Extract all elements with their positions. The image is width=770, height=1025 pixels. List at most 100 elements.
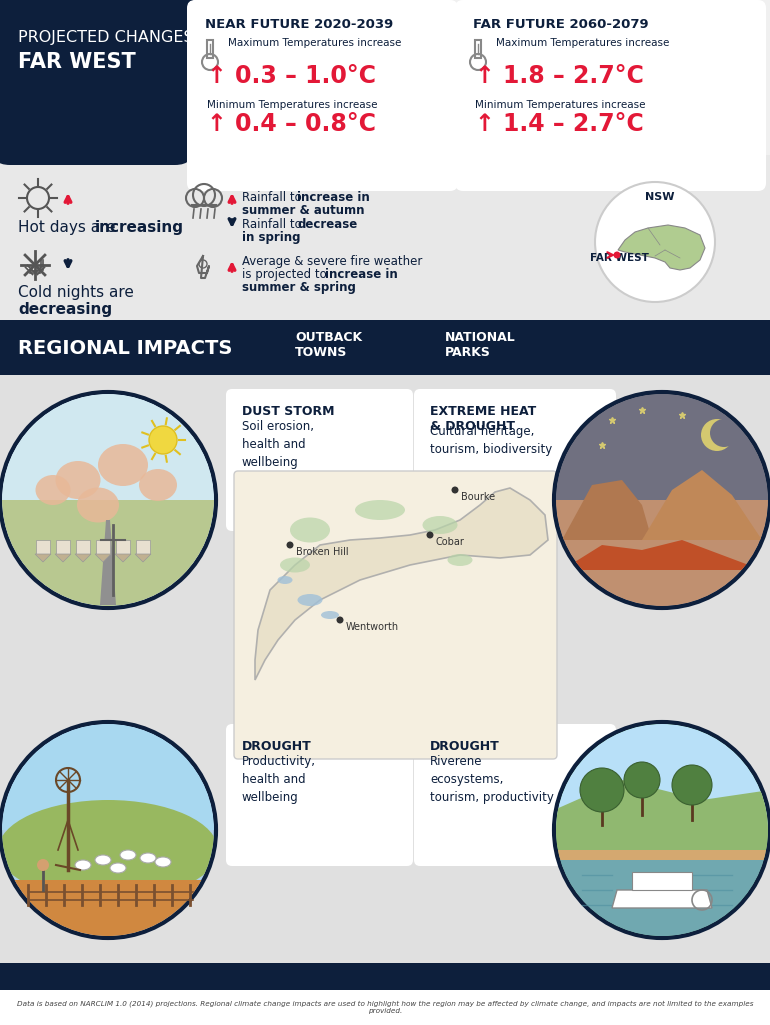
Bar bbox=[116, 540, 130, 554]
Circle shape bbox=[451, 487, 458, 493]
Ellipse shape bbox=[35, 475, 71, 505]
Bar bbox=[185, 0, 770, 320]
Text: Bourke: Bourke bbox=[461, 492, 495, 502]
Bar bbox=[136, 540, 150, 554]
Circle shape bbox=[286, 541, 293, 548]
FancyBboxPatch shape bbox=[414, 390, 616, 531]
Text: Maximum Temperatures increase: Maximum Temperatures increase bbox=[496, 38, 669, 48]
Ellipse shape bbox=[55, 461, 101, 499]
Ellipse shape bbox=[75, 860, 91, 870]
Ellipse shape bbox=[280, 558, 310, 573]
Circle shape bbox=[710, 419, 738, 447]
Polygon shape bbox=[75, 554, 91, 562]
Bar bbox=[0, 990, 770, 1025]
FancyBboxPatch shape bbox=[455, 0, 766, 191]
Ellipse shape bbox=[98, 444, 148, 486]
Polygon shape bbox=[554, 780, 770, 850]
FancyBboxPatch shape bbox=[414, 724, 616, 866]
Wedge shape bbox=[556, 724, 768, 830]
Text: Hot days are: Hot days are bbox=[18, 220, 120, 235]
Bar bbox=[36, 540, 50, 554]
Circle shape bbox=[624, 762, 660, 798]
Text: DUST STORM: DUST STORM bbox=[242, 405, 334, 418]
Polygon shape bbox=[115, 554, 131, 562]
Text: increase in: increase in bbox=[325, 268, 398, 281]
Bar bbox=[0, 964, 770, 990]
Bar bbox=[632, 872, 692, 890]
Polygon shape bbox=[35, 554, 51, 562]
Text: FAR WEST: FAR WEST bbox=[18, 52, 136, 72]
FancyBboxPatch shape bbox=[187, 0, 458, 191]
Bar bbox=[0, 375, 770, 990]
Text: is projected to: is projected to bbox=[242, 268, 330, 281]
Text: NEAR FUTURE 2020-2039: NEAR FUTURE 2020-2039 bbox=[205, 18, 393, 31]
Text: ↑ 0.3 – 1.0°C: ↑ 0.3 – 1.0°C bbox=[207, 64, 376, 88]
Bar bbox=[207, 40, 213, 58]
Text: NSW: NSW bbox=[645, 192, 675, 202]
Circle shape bbox=[0, 722, 216, 938]
Ellipse shape bbox=[297, 594, 323, 606]
Wedge shape bbox=[556, 500, 768, 606]
Text: Average & severe fire weather: Average & severe fire weather bbox=[242, 255, 423, 268]
Bar bbox=[96, 540, 110, 554]
Bar bbox=[0, 0, 185, 100]
Ellipse shape bbox=[355, 500, 405, 520]
FancyBboxPatch shape bbox=[226, 390, 413, 531]
Circle shape bbox=[595, 182, 715, 302]
Text: summer & autumn: summer & autumn bbox=[242, 204, 364, 217]
Ellipse shape bbox=[0, 800, 218, 900]
Ellipse shape bbox=[423, 516, 457, 534]
Text: Data is based on NARCLIM 1.0 (2014) projections. Regional climate change impacts: Data is based on NARCLIM 1.0 (2014) proj… bbox=[17, 1000, 753, 1014]
Text: Wentworth: Wentworth bbox=[346, 622, 399, 632]
Polygon shape bbox=[100, 520, 116, 605]
Polygon shape bbox=[612, 890, 712, 908]
Polygon shape bbox=[135, 554, 151, 562]
Wedge shape bbox=[556, 394, 768, 500]
Bar bbox=[0, 155, 770, 330]
Text: summer & spring: summer & spring bbox=[242, 281, 356, 294]
Circle shape bbox=[0, 392, 216, 608]
Polygon shape bbox=[0, 880, 216, 938]
Ellipse shape bbox=[447, 554, 473, 566]
Polygon shape bbox=[55, 554, 71, 562]
Text: EXTREME HEAT
& DROUGHT: EXTREME HEAT & DROUGHT bbox=[430, 405, 536, 433]
Text: Rainfall to: Rainfall to bbox=[242, 218, 306, 231]
Text: Rainfall to: Rainfall to bbox=[242, 191, 306, 204]
Circle shape bbox=[427, 532, 434, 538]
Ellipse shape bbox=[321, 611, 339, 619]
Polygon shape bbox=[554, 860, 770, 938]
Ellipse shape bbox=[77, 488, 119, 523]
Text: decrease: decrease bbox=[297, 218, 357, 231]
Text: decreasing: decreasing bbox=[18, 302, 112, 317]
Polygon shape bbox=[618, 226, 705, 270]
Bar bbox=[0, 320, 770, 375]
Circle shape bbox=[554, 722, 770, 938]
Circle shape bbox=[37, 859, 49, 871]
Polygon shape bbox=[562, 540, 762, 570]
Text: Cold nights are: Cold nights are bbox=[18, 285, 134, 300]
Bar bbox=[76, 540, 90, 554]
Text: ↑ 1.4 – 2.7°C: ↑ 1.4 – 2.7°C bbox=[475, 112, 644, 136]
Polygon shape bbox=[255, 488, 548, 680]
Bar bbox=[0, 0, 120, 155]
Text: FAR WEST: FAR WEST bbox=[590, 253, 649, 263]
Text: Riverene
ecosystems,
tourism, productivity: Riverene ecosystems, tourism, productivi… bbox=[430, 755, 554, 804]
Circle shape bbox=[554, 392, 770, 608]
FancyBboxPatch shape bbox=[234, 472, 557, 758]
Text: Maximum Temperatures increase: Maximum Temperatures increase bbox=[228, 38, 401, 48]
Text: DROUGHT: DROUGHT bbox=[242, 740, 312, 753]
FancyBboxPatch shape bbox=[226, 724, 413, 866]
Ellipse shape bbox=[140, 853, 156, 863]
Text: Broken Hill: Broken Hill bbox=[296, 547, 349, 557]
Polygon shape bbox=[95, 554, 111, 562]
Ellipse shape bbox=[155, 857, 171, 867]
Text: NATIONAL
PARKS: NATIONAL PARKS bbox=[445, 331, 516, 359]
Circle shape bbox=[672, 765, 712, 805]
Wedge shape bbox=[2, 724, 214, 830]
Wedge shape bbox=[2, 500, 214, 606]
Text: ↑ 1.8 – 2.7°C: ↑ 1.8 – 2.7°C bbox=[475, 64, 644, 88]
Polygon shape bbox=[562, 480, 652, 540]
Circle shape bbox=[580, 768, 624, 812]
Text: Minimum Temperatures increase: Minimum Temperatures increase bbox=[475, 100, 645, 110]
Text: FAR FUTURE 2060-2079: FAR FUTURE 2060-2079 bbox=[473, 18, 648, 31]
